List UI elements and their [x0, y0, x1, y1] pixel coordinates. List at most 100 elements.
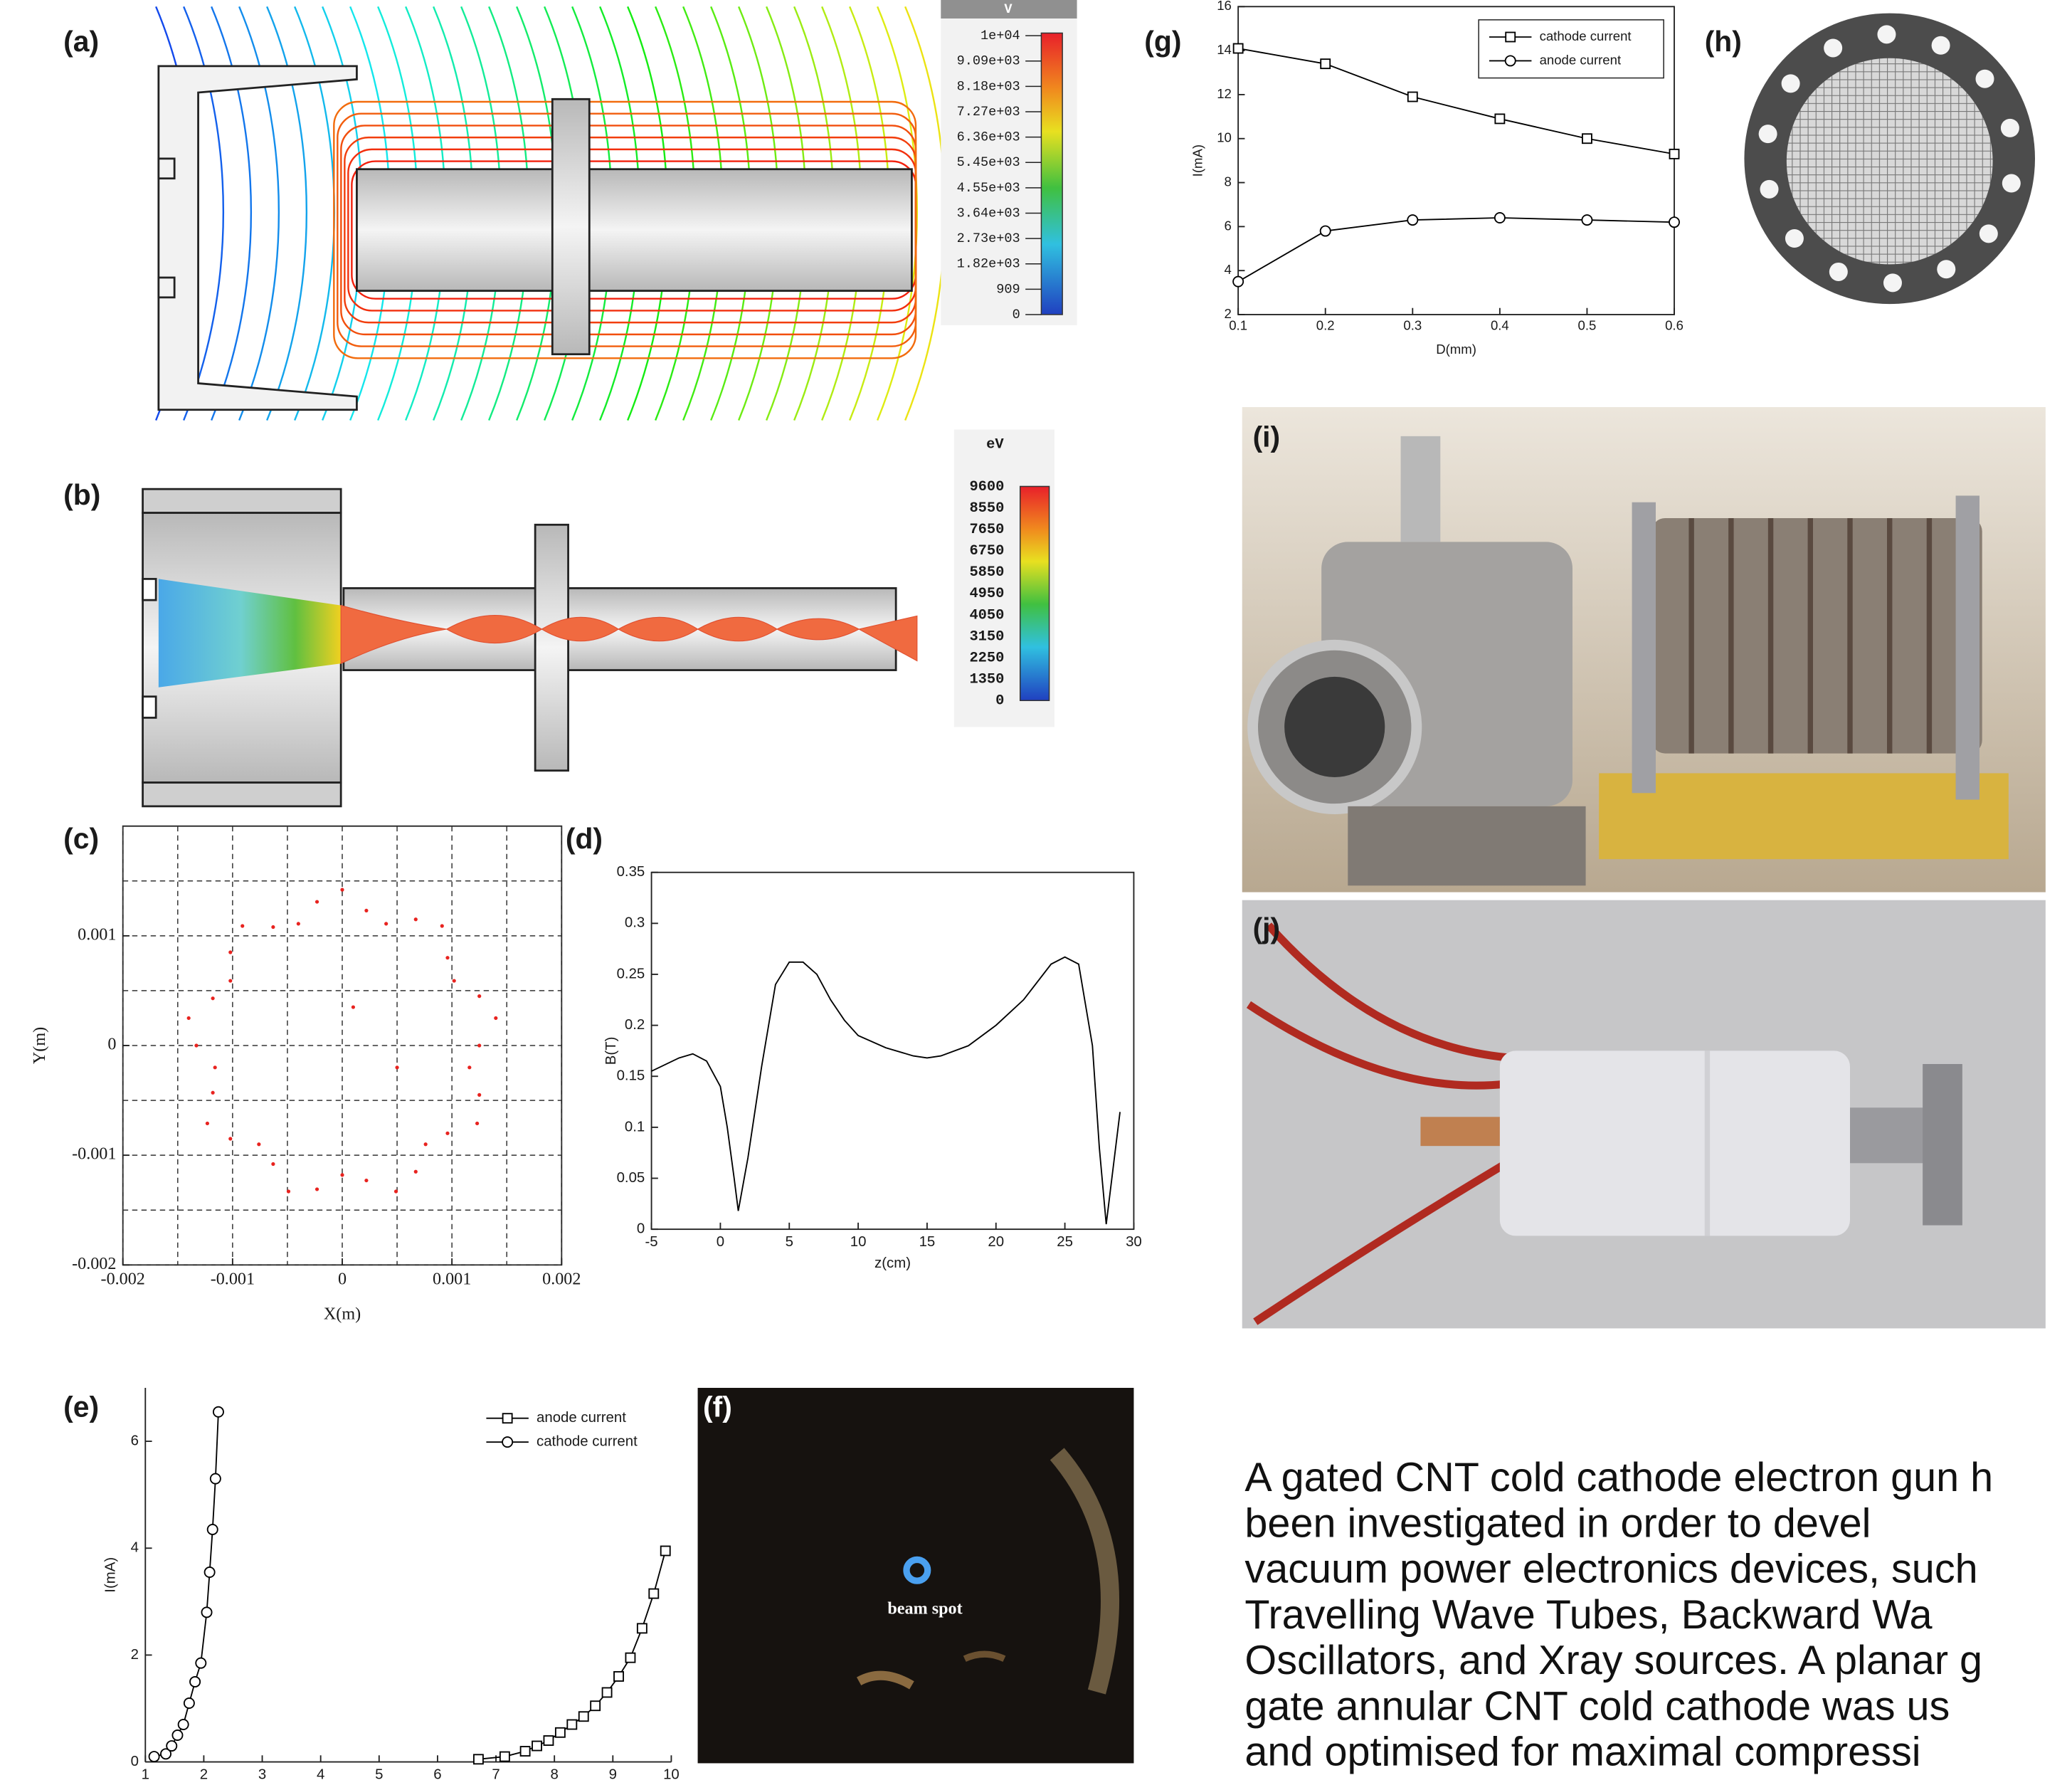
photo-detail — [1705, 1051, 1710, 1236]
legend-marker — [503, 1413, 512, 1423]
marker — [208, 1525, 218, 1534]
photo-detail — [1500, 1051, 1850, 1236]
marker — [661, 1547, 670, 1556]
gate — [159, 159, 174, 179]
line — [1238, 218, 1674, 282]
marker — [649, 1589, 658, 1599]
chart: 0.10.20.30.40.50.6246810121416D(mm)I(mA)… — [1190, 0, 1684, 357]
marker — [603, 1687, 612, 1697]
x-tick-label: 5 — [375, 1766, 383, 1782]
point — [352, 1005, 355, 1009]
marker — [500, 1752, 509, 1762]
photo-detail — [1923, 1064, 1962, 1226]
colorbar-label: 3150 — [969, 628, 1004, 645]
marker — [1234, 44, 1243, 53]
marker — [521, 1747, 530, 1756]
x-axis-label: D(mm) — [1436, 342, 1476, 357]
photo-detail — [1599, 773, 2009, 859]
point — [211, 1091, 215, 1095]
x-tick-label: 0 — [338, 1270, 347, 1289]
point — [477, 994, 481, 998]
x-tick-label: 8 — [550, 1766, 558, 1782]
photo — [698, 1388, 1134, 1763]
marker — [184, 1698, 194, 1708]
marker — [532, 1742, 541, 1751]
mounting-hole — [1824, 38, 1842, 57]
colorbar-label: 2250 — [969, 651, 1004, 667]
point — [364, 1179, 368, 1182]
panel-label: (j) — [1253, 912, 1281, 944]
point — [228, 1137, 232, 1140]
x-tick-label: 0.4 — [1491, 318, 1509, 333]
marker — [205, 1567, 215, 1577]
y-tick-label: 2 — [131, 1647, 139, 1663]
marker — [1407, 215, 1417, 225]
page: { "panels": { "labels": ["(a)", "(b)", "… — [0, 0, 2072, 1785]
legend-marker — [1506, 33, 1515, 42]
colorbar-label: 3.64e+03 — [957, 206, 1020, 221]
x-tick-label: 5 — [786, 1234, 793, 1250]
panel-label: (f) — [703, 1391, 732, 1423]
point — [315, 1187, 319, 1191]
y-tick-label: 0.3 — [625, 915, 645, 931]
x-tick-label: 0.1 — [1229, 318, 1247, 333]
mounting-hole — [1829, 263, 1848, 281]
point — [287, 1189, 290, 1193]
marker — [1321, 226, 1331, 236]
colorbar-label: 8.18e+03 — [957, 79, 1020, 94]
y-tick-label: 6 — [1225, 218, 1232, 233]
x-tick-label: 0.3 — [1403, 318, 1422, 333]
mounting-hole — [1782, 74, 1800, 93]
y-tick-label: -0.001 — [72, 1144, 116, 1164]
panel-label: (g) — [1144, 25, 1181, 58]
photo-detail — [1401, 436, 1441, 542]
marker — [1233, 277, 1243, 287]
y-tick-label: 4 — [1225, 262, 1232, 277]
marker — [211, 1474, 221, 1484]
x-axis-label: z(cm) — [874, 1255, 911, 1271]
x-tick-label: 25 — [1057, 1234, 1073, 1250]
x-tick-label: 7 — [492, 1766, 500, 1782]
mounting-hole — [1980, 224, 1998, 243]
y-axis-label: I(mA) — [102, 1557, 118, 1593]
point — [494, 1016, 497, 1020]
marker — [166, 1741, 176, 1751]
y-tick-label: 2 — [1225, 306, 1232, 321]
legend-marker — [502, 1437, 512, 1447]
point — [453, 979, 456, 982]
y-axis-label: I(mA) — [1190, 144, 1205, 177]
grid-mesh — [1787, 58, 1993, 265]
point — [475, 1122, 479, 1125]
x-tick-label: 0.2 — [1316, 318, 1335, 333]
chart: -0.002-0.00100.0010.002-0.002-0.00100.00… — [30, 826, 581, 1324]
panel-label: (c) — [63, 822, 99, 855]
plot-frame — [652, 873, 1134, 1229]
mounting-hole — [1759, 125, 1777, 143]
mounting-hole — [2001, 119, 2019, 137]
colorbar-label: 4050 — [969, 607, 1004, 623]
panel-label: (b) — [63, 478, 100, 511]
y-axis-label: B(T) — [603, 1037, 619, 1065]
marker — [213, 1407, 223, 1417]
colorbar-label: 8550 — [969, 500, 1004, 517]
paragraph-line: gate annular CNT cold cathode was us — [1244, 1683, 1950, 1729]
y-tick-label: 0.001 — [78, 925, 116, 944]
mounting-hole — [1932, 36, 1950, 55]
colorbar-label: 0 — [995, 693, 1004, 710]
point — [395, 1065, 398, 1069]
marker — [1669, 217, 1679, 227]
point — [467, 1065, 471, 1069]
paragraph-line: A gated CNT cold cathode electron gun h — [1244, 1455, 1993, 1500]
legend-label: cathode current — [536, 1434, 638, 1450]
colorbar-label: 5.45e+03 — [957, 155, 1020, 170]
colorbar-label: 1.82e+03 — [957, 257, 1020, 272]
marker — [638, 1623, 647, 1633]
point — [206, 1122, 209, 1125]
x-tick-label: 0.002 — [542, 1270, 581, 1289]
colorbar-label: 7650 — [969, 522, 1004, 538]
y-axis-label: Y(m) — [30, 1027, 49, 1064]
x-tick-label: 30 — [1126, 1234, 1142, 1250]
point — [194, 1043, 198, 1047]
marker — [579, 1712, 588, 1721]
point — [228, 950, 232, 954]
